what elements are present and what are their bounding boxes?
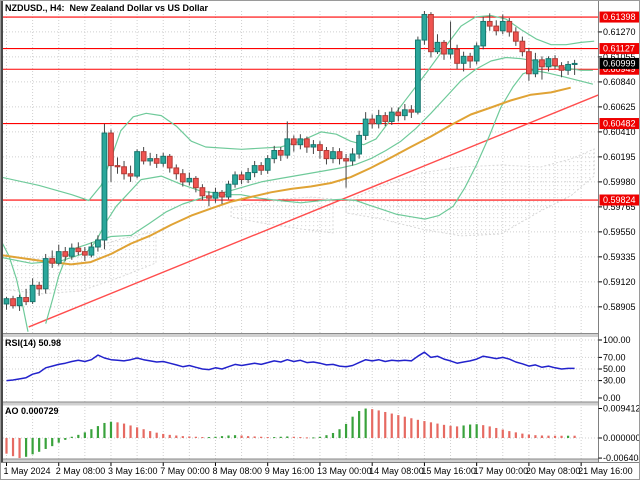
svg-text:0.59980: 0.59980 [603, 177, 636, 187]
svg-text:0.60195: 0.60195 [603, 152, 636, 162]
svg-text:0.000000: 0.000000 [603, 433, 640, 443]
price-level-badge: 0.61127 [599, 43, 639, 55]
svg-text:0.59335: 0.59335 [603, 252, 636, 262]
ao-histogram [5, 408, 576, 459]
price-level-badge: 0.60949 [599, 63, 639, 75]
ao-indicator-label: AO 0.000729 [5, 406, 59, 416]
svg-text:100.00: 100.00 [603, 335, 631, 345]
svg-text:0.61127: 0.61127 [603, 44, 635, 54]
separator-main-rsi[interactable] [1, 333, 640, 338]
rsi-value: 50.98 [38, 338, 62, 348]
svg-text:1 May 2024: 1 May 2024 [4, 466, 51, 476]
svg-text:70.00: 70.00 [603, 352, 626, 362]
svg-text:13 May 00:00: 13 May 00:00 [317, 466, 372, 476]
band-lower-line [3, 243, 29, 332]
chart-title: NZDUSD., H4: New Zealand Dollar vs US Do… [5, 3, 209, 13]
time-axis[interactable]: 1 May 2024 2 May 08:00 3 May 16:00 7 May 00… [1, 462, 640, 480]
svg-text:30.00: 30.00 [603, 376, 626, 386]
ao-value: 0.000729 [21, 406, 59, 416]
svg-text:21 May 16:00: 21 May 16:00 [578, 466, 633, 476]
ascending-trendline[interactable] [28, 94, 598, 328]
ichimoku-cloud [3, 148, 595, 295]
price-axis-labels: 0.61270 0.61055 0.60840 0.60625 0.60410 0.601… [598, 11, 640, 463]
window-left-border [1, 1, 3, 462]
svg-text:0.59824: 0.59824 [603, 195, 636, 205]
separator-ao-time[interactable] [1, 458, 640, 463]
svg-text:15 May 16:00: 15 May 16:00 [421, 466, 476, 476]
current-price-badge: 0.60999 [599, 57, 639, 69]
rsi-series [6, 351, 575, 382]
svg-text:0.59550: 0.59550 [603, 227, 636, 237]
svg-text:0.61055: 0.61055 [603, 52, 636, 62]
svg-text:0.60482: 0.60482 [603, 119, 636, 129]
candlestick-series [3, 11, 578, 311]
slow-ma-line [3, 86, 571, 266]
svg-text:0.58905: 0.58905 [603, 302, 636, 312]
svg-text:0.59765: 0.59765 [603, 202, 636, 212]
horizontal-level-lines[interactable] [3, 16, 598, 201]
svg-text:17 May 00:00: 17 May 00:00 [474, 466, 529, 476]
svg-text:0.009412: 0.009412 [603, 403, 640, 413]
svg-text:8 May 08:00: 8 May 08:00 [212, 466, 262, 476]
svg-text:0.60999: 0.60999 [603, 58, 636, 68]
svg-text:9 May 16:00: 9 May 16:00 [265, 466, 315, 476]
svg-text:0.59120: 0.59120 [603, 277, 636, 287]
svg-text:0.61270: 0.61270 [603, 27, 636, 37]
svg-text:0.61398: 0.61398 [603, 12, 636, 22]
price-level-badge: 0.60482 [599, 118, 639, 130]
svg-text:2 May 08:00: 2 May 08:00 [56, 466, 106, 476]
svg-text:20 May 08:00: 20 May 08:00 [526, 466, 581, 476]
separator-rsi-ao[interactable] [1, 401, 640, 406]
svg-text:0.60949: 0.60949 [603, 64, 636, 74]
svg-text:0.60625: 0.60625 [603, 102, 636, 112]
svg-text:3 May 16:00: 3 May 16:00 [108, 466, 158, 476]
svg-text:-0.006404: -0.006404 [603, 453, 640, 463]
svg-text:7 May 00:00: 7 May 00:00 [160, 466, 210, 476]
band-lower-line [45, 69, 594, 324]
svg-text:0.00: 0.00 [603, 393, 621, 403]
grid [3, 11, 598, 459]
band-middle-line [3, 56, 593, 264]
svg-text:14 May 08:00: 14 May 08:00 [369, 466, 424, 476]
rsi-indicator-label: RSI(14) 50.98 [5, 338, 62, 348]
svg-text:0.60840: 0.60840 [603, 77, 636, 87]
svg-text:0.60410: 0.60410 [603, 127, 636, 137]
price-level-badge: 0.59824 [599, 194, 639, 206]
svg-text:50.00: 50.00 [603, 364, 626, 374]
price-level-badge: 0.61398 [599, 11, 639, 23]
price-axis[interactable] [599, 1, 640, 462]
